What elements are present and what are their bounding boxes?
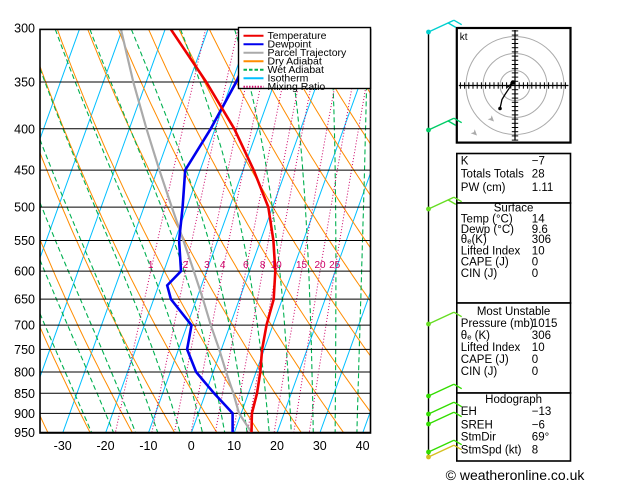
svg-text:kt: kt xyxy=(460,32,468,43)
svg-text:Pressure (mb): Pressure (mb) xyxy=(461,318,534,330)
svg-text:8: 8 xyxy=(532,444,538,456)
svg-text:1015: 1015 xyxy=(532,318,558,330)
svg-text:StmSpd (kt): StmSpd (kt) xyxy=(461,444,522,456)
svg-text:CAPE (J): CAPE (J) xyxy=(461,257,509,269)
svg-text:Most Unstable: Most Unstable xyxy=(477,306,551,318)
svg-text:StmDir: StmDir xyxy=(461,432,496,444)
svg-text:© weatheronline.co.uk: © weatheronline.co.uk xyxy=(446,467,586,483)
svg-text:1.11: 1.11 xyxy=(532,182,554,194)
svg-text:CAPE (J): CAPE (J) xyxy=(461,354,509,366)
svg-text:Lifted Index: Lifted Index xyxy=(461,342,521,354)
svg-text:θₑ (K): θₑ (K) xyxy=(461,330,490,342)
svg-text:PW (cm): PW (cm) xyxy=(461,182,506,194)
svg-text:0: 0 xyxy=(532,257,538,269)
svg-text:CIN (J): CIN (J) xyxy=(461,366,498,378)
svg-text:69°: 69° xyxy=(532,432,549,444)
svg-text:10: 10 xyxy=(532,245,545,257)
svg-text:Hodograph: Hodograph xyxy=(485,394,542,406)
svg-text:−7: −7 xyxy=(532,156,545,168)
svg-text:Totals Totals: Totals Totals xyxy=(461,168,524,180)
svg-text:K: K xyxy=(461,156,469,168)
svg-text:EH: EH xyxy=(461,406,477,418)
svg-text:Surface: Surface xyxy=(494,202,534,214)
svg-text:10: 10 xyxy=(532,342,545,354)
svg-text:0: 0 xyxy=(532,354,538,366)
svg-text:SREH: SREH xyxy=(461,420,493,432)
svg-text:306: 306 xyxy=(532,234,551,246)
svg-text:0: 0 xyxy=(532,366,538,378)
svg-text:θₑ(K): θₑ(K) xyxy=(461,234,487,246)
svg-text:CIN (J): CIN (J) xyxy=(461,268,498,280)
svg-text:−13: −13 xyxy=(532,406,552,418)
svg-text:−6: −6 xyxy=(532,420,545,432)
svg-text:306: 306 xyxy=(532,330,551,342)
svg-text:0: 0 xyxy=(532,268,538,280)
svg-text:28: 28 xyxy=(532,168,545,180)
svg-text:Lifted Index: Lifted Index xyxy=(461,245,521,257)
